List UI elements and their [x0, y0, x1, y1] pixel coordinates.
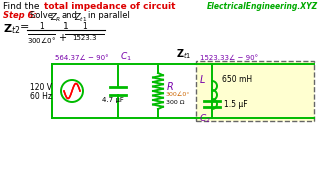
Text: $300\angle0°$: $300\angle0°$	[27, 35, 56, 44]
Text: $Z_{t1}$: $Z_{t1}$	[74, 11, 87, 24]
Text: 1: 1	[39, 21, 44, 30]
Text: 1523.33∠ − 90°: 1523.33∠ − 90°	[200, 55, 258, 61]
Text: 1: 1	[63, 22, 69, 31]
Text: =: =	[20, 22, 29, 32]
Text: $C_2$: $C_2$	[199, 112, 211, 125]
Text: $C_1$: $C_1$	[120, 51, 132, 63]
Text: Find the: Find the	[3, 2, 42, 11]
Text: $L$: $L$	[199, 73, 206, 85]
Text: 650 mH: 650 mH	[222, 75, 252, 84]
Text: 1: 1	[82, 21, 87, 30]
Text: and: and	[61, 11, 77, 20]
Text: 1523.3: 1523.3	[72, 35, 97, 40]
FancyBboxPatch shape	[196, 61, 314, 121]
Text: 60 Hz: 60 Hz	[30, 91, 52, 100]
Text: $\mathbf{Z}_{t1}$: $\mathbf{Z}_{t1}$	[176, 47, 191, 61]
Text: Solve: Solve	[30, 11, 56, 20]
Text: in parallel: in parallel	[88, 11, 130, 20]
Text: $\mathbf{Z}_{t2}$: $\mathbf{Z}_{t2}$	[3, 22, 20, 36]
Text: Step 6:: Step 6:	[3, 11, 37, 20]
Text: total impedance of circuit: total impedance of circuit	[44, 2, 175, 11]
Text: ElectricalEngineering.XYZ: ElectricalEngineering.XYZ	[207, 2, 318, 11]
Text: 564.37∠ − 90°: 564.37∠ − 90°	[55, 55, 108, 61]
Text: 120 V: 120 V	[30, 82, 52, 91]
Text: 300∠0°: 300∠0°	[166, 91, 190, 96]
Text: 4.7 μF: 4.7 μF	[102, 97, 124, 103]
Text: 300 Ω: 300 Ω	[166, 100, 185, 105]
Text: $R$: $R$	[166, 80, 174, 92]
Text: +: +	[58, 33, 66, 43]
Text: $Z_R$: $Z_R$	[50, 11, 61, 24]
Text: 1.5 μF: 1.5 μF	[224, 100, 248, 109]
